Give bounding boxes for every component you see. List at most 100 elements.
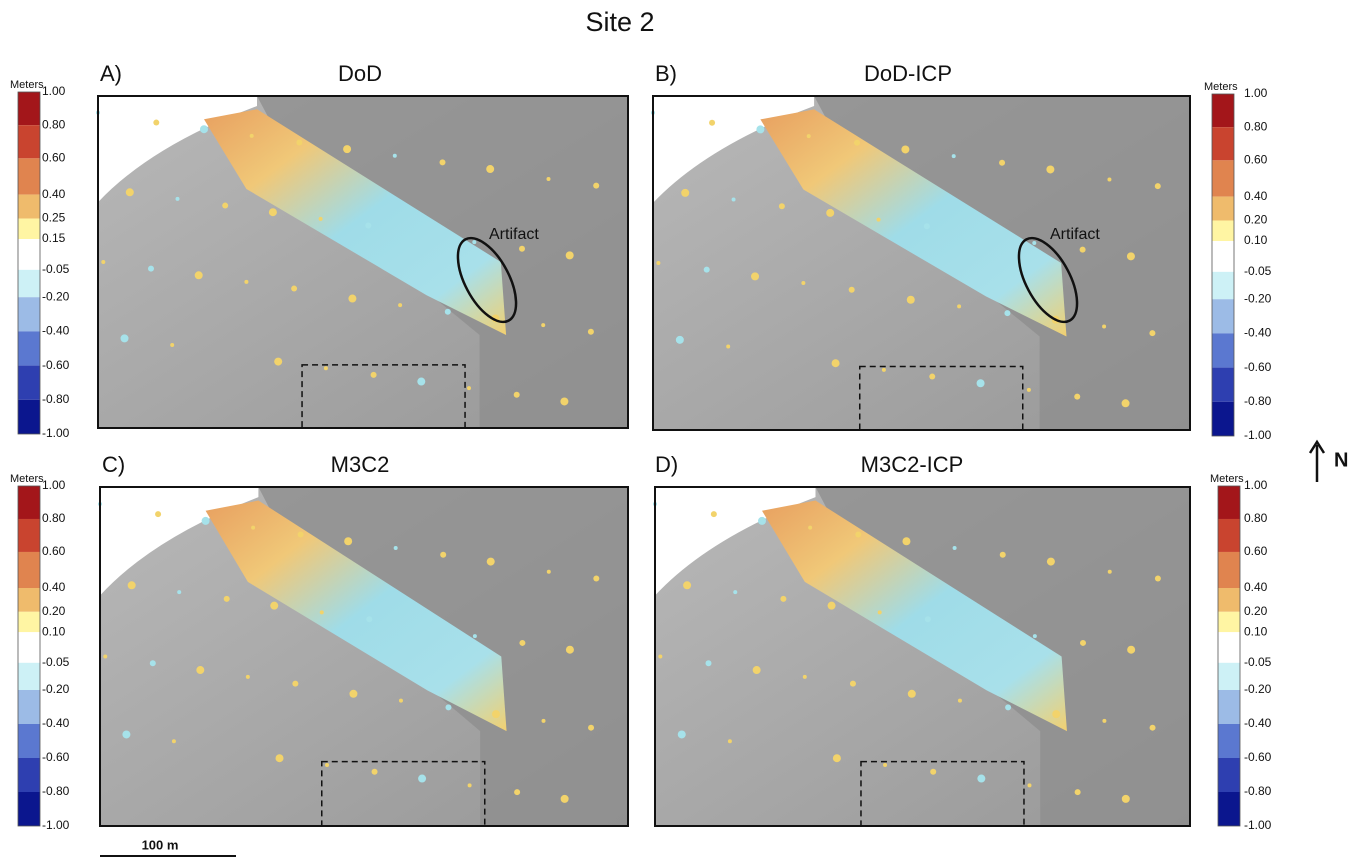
change-spot bbox=[296, 139, 302, 145]
colorbar-tick-label: 0.10 bbox=[1244, 624, 1268, 638]
change-spot bbox=[566, 251, 574, 259]
change-spot bbox=[1102, 719, 1106, 723]
change-spot bbox=[344, 537, 352, 545]
change-spot bbox=[399, 699, 403, 703]
colorbar-tick-label: 0.60 bbox=[1244, 544, 1268, 558]
figure-title: Site 2 bbox=[585, 7, 654, 37]
change-spot bbox=[733, 590, 737, 594]
colorbar-tick-label: -0.60 bbox=[1244, 750, 1272, 764]
change-spot bbox=[292, 681, 298, 687]
change-spot bbox=[882, 368, 886, 372]
change-spot bbox=[1028, 783, 1032, 787]
change-spot bbox=[877, 218, 881, 222]
change-spot bbox=[593, 183, 599, 189]
colorbar-band bbox=[18, 239, 40, 270]
change-spot bbox=[398, 303, 402, 307]
change-spot bbox=[126, 188, 134, 196]
change-spot bbox=[908, 690, 916, 698]
colorbar-tick-label: -0.60 bbox=[42, 358, 70, 372]
change-spot bbox=[561, 795, 569, 803]
colorbar-band bbox=[18, 125, 40, 158]
change-spot bbox=[1075, 789, 1081, 795]
change-spot bbox=[728, 739, 732, 743]
colorbar-tick-label: 0.25 bbox=[42, 211, 66, 225]
colorbar-band bbox=[18, 724, 40, 758]
change-spot bbox=[343, 145, 351, 153]
change-spot bbox=[779, 203, 785, 209]
change-spot bbox=[751, 272, 759, 280]
change-spot bbox=[122, 730, 130, 738]
change-spot bbox=[222, 203, 228, 209]
colorbar-tick-label: 1.00 bbox=[1244, 478, 1268, 492]
change-spot bbox=[366, 616, 372, 622]
change-spot bbox=[656, 261, 660, 265]
change-spot bbox=[202, 517, 210, 525]
colorbar-band bbox=[18, 632, 40, 663]
change-spot bbox=[155, 511, 161, 517]
colorbar-tick-label: -1.00 bbox=[1244, 428, 1272, 442]
change-spot bbox=[878, 610, 882, 614]
change-spot bbox=[270, 602, 278, 610]
colorbar-tick-label: -1.00 bbox=[1244, 818, 1272, 832]
change-spot bbox=[801, 281, 805, 285]
change-spot bbox=[473, 634, 477, 638]
colorbar-tick-label: -1.00 bbox=[42, 426, 70, 440]
change-spot bbox=[445, 704, 451, 710]
change-spot bbox=[246, 675, 250, 679]
colorbar-tick-label: -1.00 bbox=[42, 818, 70, 832]
change-spot bbox=[826, 209, 834, 217]
change-spot bbox=[807, 134, 811, 138]
change-spot bbox=[349, 690, 357, 698]
change-spot bbox=[320, 610, 324, 614]
colorbar-band bbox=[18, 690, 40, 724]
change-spot bbox=[901, 145, 909, 153]
change-spot bbox=[924, 223, 930, 229]
panel-title: M3C2-ICP bbox=[861, 452, 964, 477]
colorbar-tick-label: 1.00 bbox=[42, 84, 66, 98]
change-spot bbox=[542, 719, 546, 723]
change-spot bbox=[195, 271, 203, 279]
colorbar-band bbox=[1218, 690, 1240, 724]
colorbar-tick-label: 1.00 bbox=[42, 478, 66, 492]
change-spot bbox=[1102, 324, 1106, 328]
change-spot bbox=[732, 198, 736, 202]
colorbar-band bbox=[18, 219, 40, 240]
change-spot bbox=[269, 208, 277, 216]
change-spot bbox=[1149, 330, 1155, 336]
colorbar-tick-label: 0.15 bbox=[42, 231, 66, 245]
change-spot bbox=[418, 775, 426, 783]
change-spot bbox=[103, 655, 107, 659]
change-spot bbox=[930, 769, 936, 775]
panel-title: DoD-ICP bbox=[864, 61, 952, 86]
change-spot bbox=[566, 646, 574, 654]
change-spot bbox=[372, 769, 378, 775]
change-spot bbox=[588, 329, 594, 335]
change-spot bbox=[588, 725, 594, 731]
change-spot bbox=[977, 379, 985, 387]
colorbar-tick-label: -0.05 bbox=[1244, 655, 1272, 669]
annotation: Artifact bbox=[1050, 226, 1100, 243]
colorbar-tick-label: 0.10 bbox=[1244, 233, 1268, 247]
colorbar-tick-label: -0.80 bbox=[1244, 394, 1272, 408]
change-spot bbox=[1005, 704, 1011, 710]
change-spot bbox=[977, 775, 985, 783]
change-spot bbox=[1108, 570, 1112, 574]
change-spot bbox=[176, 197, 180, 201]
change-spot bbox=[907, 296, 915, 304]
colorbar-band bbox=[18, 552, 40, 588]
change-spot bbox=[808, 526, 812, 530]
change-spot bbox=[704, 267, 710, 273]
change-spot bbox=[325, 763, 329, 767]
change-spot bbox=[1127, 646, 1135, 654]
colorbar-band bbox=[18, 663, 40, 690]
change-spot bbox=[1027, 388, 1031, 392]
change-spot bbox=[726, 345, 730, 349]
change-spot bbox=[1080, 247, 1086, 253]
change-spot bbox=[1150, 725, 1156, 731]
colorbar-tick-label: -0.40 bbox=[1244, 326, 1272, 340]
colorbar-tick-label: -0.40 bbox=[42, 324, 70, 338]
colorbar-band bbox=[18, 519, 40, 552]
change-spot bbox=[224, 596, 230, 602]
change-spot bbox=[593, 576, 599, 582]
change-spot bbox=[952, 154, 956, 158]
